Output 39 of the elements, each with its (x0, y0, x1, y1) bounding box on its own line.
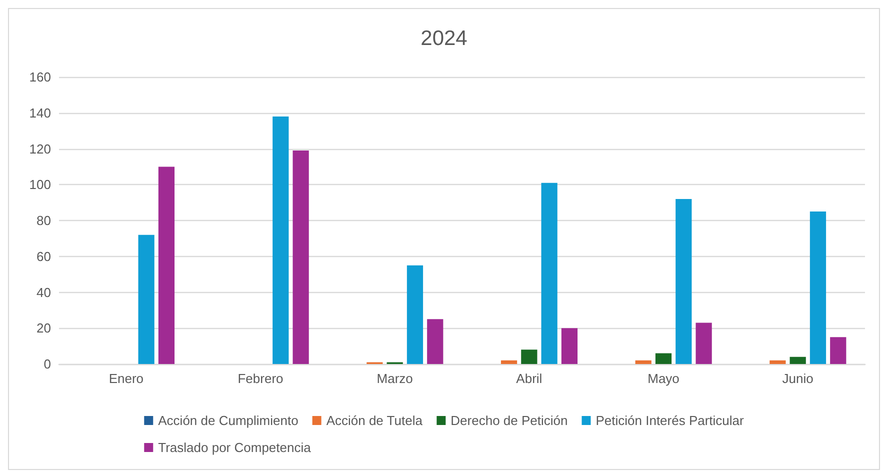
x-tick-label: Marzo (376, 371, 413, 386)
y-tick-label: 160 (29, 70, 51, 84)
bar (406, 265, 424, 364)
y-tick-label: 20 (36, 320, 51, 336)
x-tick-label: Abril (516, 371, 542, 386)
bar (521, 350, 538, 364)
bar (292, 150, 309, 364)
bar (790, 356, 806, 364)
bar (541, 182, 558, 364)
legend-label: Traslado por Competencia (158, 440, 312, 455)
x-tick-label: Mayo (648, 371, 680, 386)
x-tick-label: Febrero (238, 371, 284, 386)
y-tick-label: 140 (29, 105, 51, 120)
x-tick-label: Junio (782, 371, 814, 386)
bar (810, 212, 826, 364)
bar (770, 360, 786, 364)
bar (696, 322, 712, 364)
bar (561, 328, 578, 364)
y-tick-label: 80 (36, 213, 51, 228)
chart-title: 2024 (420, 27, 468, 50)
legend-label: Acción de Cumplimiento (158, 413, 298, 428)
bar (635, 360, 652, 364)
legend-label: Derecho de Petición (450, 413, 568, 428)
bar (676, 198, 692, 364)
y-tick-label: 100 (29, 177, 51, 192)
y-tick-label: 0 (44, 356, 51, 372)
y-tick-label: 120 (29, 141, 51, 156)
bar (655, 353, 672, 364)
bar (500, 360, 518, 364)
y-tick-label: 40 (36, 284, 51, 300)
y-tick-label: 60 (36, 248, 51, 264)
legend-label: Acción de Tutela (326, 413, 424, 428)
bar (427, 319, 444, 364)
x-tick-label: Enero (108, 371, 144, 386)
bar (158, 166, 175, 364)
bar (830, 337, 846, 364)
legend-label: Petición Interés Particular (596, 413, 745, 428)
bar (272, 116, 289, 364)
bar (138, 234, 154, 364)
